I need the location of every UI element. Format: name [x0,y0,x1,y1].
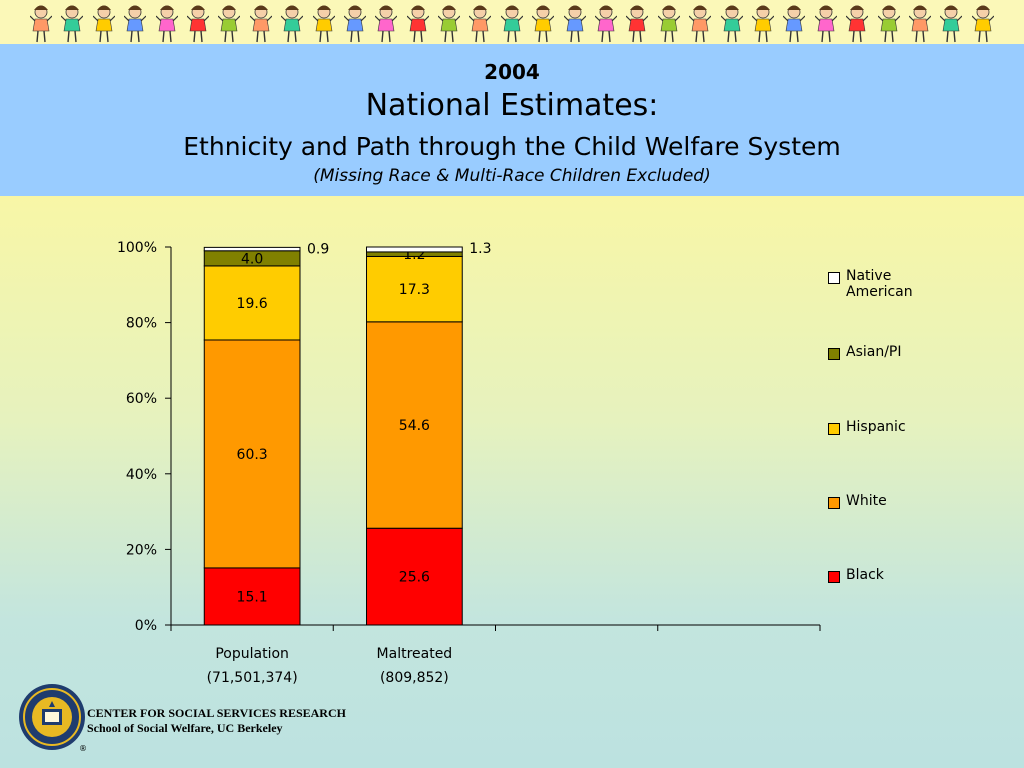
footer-school-name: School of Social Welfare, UC Berkeley [87,721,283,735]
data-label: 1.3 [469,241,491,257]
data-label: 17.3 [399,282,430,298]
legend-swatch-black [828,571,840,583]
legend-item-native-american: Native American [828,268,938,300]
child-figure-icon [657,5,680,43]
x-category-count: (809,852) [380,670,449,686]
child-figure-icon [877,5,900,43]
x-category-label: Population [215,646,289,662]
legend-item-hispanic: Hispanic [828,419,938,435]
footer-org-name: CENTER FOR SOCIAL SERVICES RESEARCH [87,706,346,720]
bar-segment-native-american [366,246,463,253]
child-figure-icon [500,5,523,43]
title-subtitle: Ethnicity and Path through the Child Wel… [183,132,841,161]
x-category-label: Maltreated [377,646,453,662]
child-figure-icon [469,5,492,43]
child-figure-icon [30,5,52,43]
title-main: National Estimates: [365,88,659,123]
bar-segment-white [366,321,463,529]
uc-seal-icon: ® [19,684,87,753]
data-label: 19.6 [237,296,268,312]
children-banner [0,0,1024,44]
child-figure-icon [406,5,429,43]
bar-segment-native-american [203,246,301,252]
child-figure-icon [155,5,178,43]
legend-swatch-hispanic [828,423,840,435]
title-note: (Missing Race & Multi-Race Children Excl… [313,166,711,186]
legend-swatch-native-american [828,272,840,284]
data-label: 54.6 [399,418,430,434]
child-figure-icon [783,5,806,43]
child-figure-icon [92,5,115,43]
y-tick-label: 40% [126,467,157,483]
legend-label-native-american: Native American [846,268,913,300]
child-figure-icon [971,5,994,43]
child-figure-icon [846,5,869,43]
data-label: 4.0 [241,251,263,267]
child-figure-icon [626,5,649,43]
child-figure-icon [720,5,743,43]
footer-text: CENTER FOR SOCIAL SERVICES RESEARCH Scho… [87,706,346,736]
title-year: 2004 [484,60,540,84]
child-figure-icon [61,5,84,43]
legend-label-asian-pi: Asian/PI [846,344,902,360]
data-label: 0.9 [307,241,329,257]
bar-segment-hispanic [203,265,301,341]
child-figure-icon [908,5,931,43]
data-label: 60.3 [237,447,268,463]
legend-label-hispanic: Hispanic [846,419,906,435]
child-figure-icon [312,5,335,43]
legend-item-black: Black [828,567,938,583]
title-band: 2004 National Estimates: Ethnicity and P… [0,44,1024,196]
legend-swatch-white [828,497,840,509]
child-figure-icon [751,5,774,43]
legend-item-asian-pi: Asian/PI [828,344,938,360]
registered-mark: ® [79,744,87,753]
y-tick-label: 80% [126,316,157,332]
bar-segment-black [366,527,463,626]
child-figure-icon [249,5,272,43]
legend-label-black: Black [846,567,884,583]
bar-segment-hispanic [366,255,463,323]
bar-segment-black [203,567,301,626]
data-label: 25.6 [399,570,430,586]
x-category-count: (71,501,374) [207,670,298,686]
child-figure-icon [124,5,147,43]
child-figure-icon [438,5,461,43]
child-figure-icon [186,5,209,43]
data-label: 15.1 [237,589,268,605]
child-figure-icon [343,5,366,43]
child-figure-icon [375,5,398,43]
y-tick-label: 20% [126,542,157,558]
legend-swatch-asian-pi [828,348,840,360]
child-figure-icon [814,5,837,43]
y-tick-label: 60% [126,391,157,407]
child-figure-icon [563,5,586,43]
child-figure-icon [940,5,963,43]
legend-item-white: White [828,493,938,509]
child-figure-icon [281,5,304,43]
child-figure-icon [689,5,712,43]
child-figure-icon [532,5,555,43]
y-tick-label: 0% [135,618,157,634]
child-figure-icon [218,5,241,43]
legend-label-white: White [846,493,887,509]
child-figure-icon [595,5,618,43]
y-tick-label: 100% [117,240,157,256]
